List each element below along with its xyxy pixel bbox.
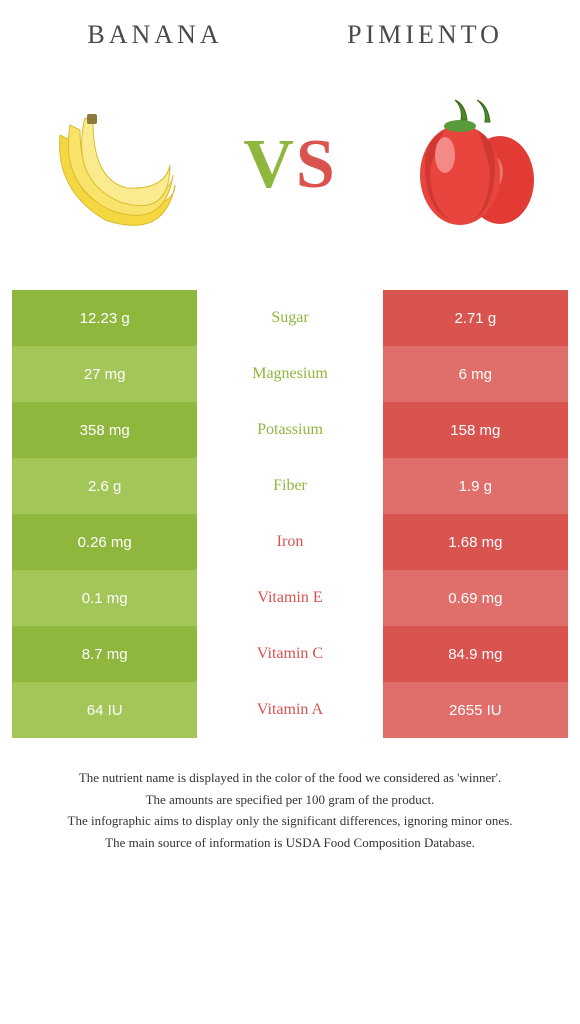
footnote-line: The nutrient name is displayed in the co… xyxy=(20,768,560,788)
banana-icon xyxy=(35,90,185,240)
vs-s: S xyxy=(296,126,337,203)
title-left: BANANA xyxy=(20,20,290,50)
cell-label: Fiber xyxy=(197,458,382,514)
cell-label: Vitamin A xyxy=(197,682,382,738)
vs-v: V xyxy=(243,126,296,203)
cell-left: 0.26 mg xyxy=(12,514,197,570)
footnote-line: The main source of information is USDA F… xyxy=(20,833,560,853)
table-row: 0.26 mgIron1.68 mg xyxy=(12,514,568,570)
cell-right: 2.71 g xyxy=(383,290,568,346)
table-row: 12.23 gSugar2.71 g xyxy=(12,290,568,346)
cell-left: 358 mg xyxy=(12,402,197,458)
cell-right: 6 mg xyxy=(383,346,568,402)
cell-label: Vitamin C xyxy=(197,626,382,682)
footnote-line: The infographic aims to display only the… xyxy=(20,811,560,831)
cell-right: 0.69 mg xyxy=(383,570,568,626)
table-row: 27 mgMagnesium6 mg xyxy=(12,346,568,402)
cell-left: 0.1 mg xyxy=(12,570,197,626)
cell-label: Sugar xyxy=(197,290,382,346)
cell-left: 8.7 mg xyxy=(12,626,197,682)
cell-left: 2.6 g xyxy=(12,458,197,514)
cell-label: Vitamin E xyxy=(197,570,382,626)
cell-right: 2655 IU xyxy=(383,682,568,738)
comparison-table: 12.23 gSugar2.71 g27 mgMagnesium6 mg358 … xyxy=(12,290,568,738)
footnotes: The nutrient name is displayed in the co… xyxy=(0,738,580,874)
cell-right: 84.9 mg xyxy=(383,626,568,682)
title-right: PIMIENTO xyxy=(290,20,560,50)
footnote-line: The amounts are specified per 100 gram o… xyxy=(20,790,560,810)
banana-image xyxy=(30,85,190,245)
table-row: 358 mgPotassium158 mg xyxy=(12,402,568,458)
cell-left: 12.23 g xyxy=(12,290,197,346)
table-row: 8.7 mgVitamin C84.9 mg xyxy=(12,626,568,682)
table-row: 64 IUVitamin A2655 IU xyxy=(12,682,568,738)
infographic-container: BANANA PIMIENTO VS xyxy=(0,0,580,874)
table-row: 0.1 mgVitamin E0.69 mg xyxy=(12,570,568,626)
pepper-icon xyxy=(395,90,545,240)
cell-right: 1.9 g xyxy=(383,458,568,514)
cell-right: 158 mg xyxy=(383,402,568,458)
cell-label: Iron xyxy=(197,514,382,570)
table-row: 2.6 gFiber1.9 g xyxy=(12,458,568,514)
vs-text: VS xyxy=(243,125,337,205)
cell-right: 1.68 mg xyxy=(383,514,568,570)
hero-row: VS xyxy=(0,60,580,290)
cell-left: 64 IU xyxy=(12,682,197,738)
cell-left: 27 mg xyxy=(12,346,197,402)
titles-row: BANANA PIMIENTO xyxy=(0,0,580,60)
cell-label: Magnesium xyxy=(197,346,382,402)
pepper-image xyxy=(390,85,550,245)
cell-label: Potassium xyxy=(197,402,382,458)
